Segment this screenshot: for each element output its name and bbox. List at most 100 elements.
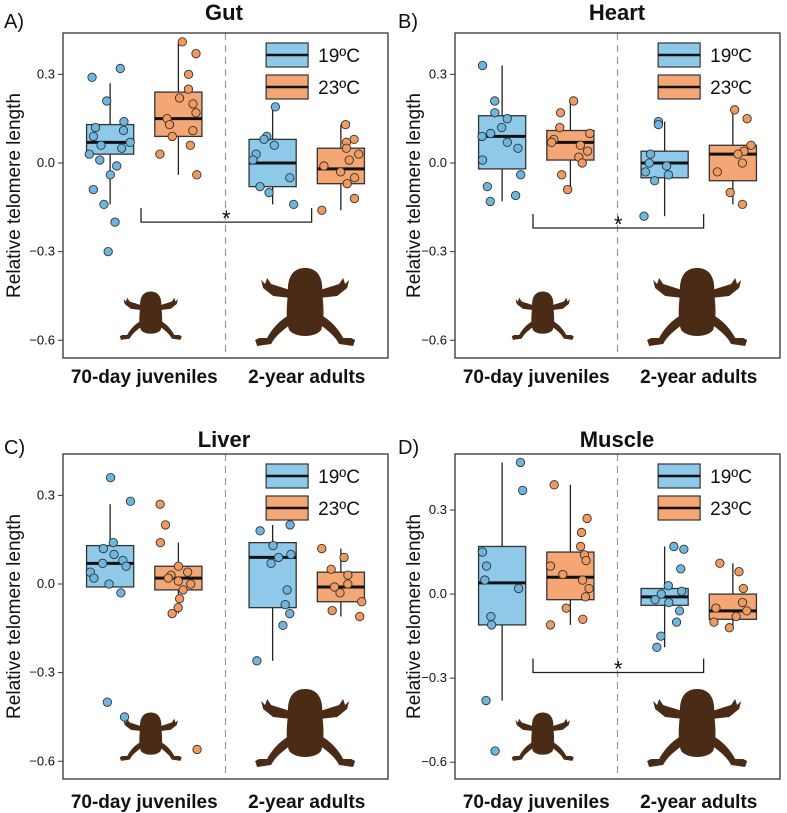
- data-point: [545, 561, 556, 571]
- data-point: [160, 520, 171, 530]
- data-point: [105, 472, 116, 483]
- x-category-label: 2-year adults: [248, 792, 365, 813]
- data-point: [289, 199, 299, 210]
- data-point: [584, 583, 594, 594]
- y-tick-label: 0.3: [429, 502, 447, 517]
- legend-label: 23ºC: [710, 499, 752, 520]
- y-tick-label: −0.3: [421, 244, 447, 259]
- frog-left-arm: [123, 297, 143, 311]
- data-point: [640, 167, 651, 177]
- significance-bracket: *: [532, 657, 705, 682]
- frog-right-leg: [551, 741, 574, 761]
- box-23c-juveniles: [154, 499, 203, 755]
- data-point: [89, 573, 99, 583]
- data-point: [102, 96, 112, 106]
- data-point: [119, 712, 130, 722]
- data-point: [580, 592, 591, 602]
- data-point: [711, 603, 721, 613]
- data-point: [329, 582, 340, 592]
- data-point: [742, 606, 752, 616]
- plot-frame: [62, 32, 389, 359]
- data-point: [278, 620, 288, 631]
- data-point: [270, 102, 281, 112]
- significance-star: *: [614, 657, 623, 682]
- data-point: [354, 149, 364, 159]
- legend-label: 23ºC: [318, 499, 360, 520]
- data-point: [662, 161, 672, 171]
- data-point: [558, 569, 568, 580]
- legend-label: 23ºC: [710, 78, 752, 99]
- frog-right-arm: [551, 297, 571, 311]
- y-tick-label: −0.3: [421, 670, 447, 685]
- data-point: [734, 567, 744, 577]
- data-point: [656, 631, 666, 641]
- data-point: [477, 131, 487, 142]
- data-point: [163, 573, 173, 583]
- data-point: [343, 579, 353, 589]
- y-axis-label: Relative telomere length: [404, 514, 425, 719]
- significance-star: *: [222, 206, 231, 231]
- box-19c-juveniles: [477, 60, 527, 207]
- x-category-label: 70-day juveniles: [71, 367, 218, 388]
- data-point: [186, 579, 196, 589]
- x-category-label: 2-year adults: [640, 367, 757, 388]
- data-point: [545, 620, 556, 630]
- x-category-label: 2-year adults: [248, 367, 365, 388]
- data-point: [485, 196, 495, 207]
- data-point: [652, 642, 662, 652]
- data-point: [339, 552, 349, 563]
- frog-left-leg: [119, 320, 143, 340]
- data-point: [259, 134, 269, 145]
- data-point: [513, 143, 523, 153]
- data-point: [709, 617, 719, 627]
- data-point: [486, 620, 497, 630]
- data-point: [177, 37, 187, 47]
- data-point: [192, 744, 202, 755]
- frog-right-arm: [159, 718, 179, 732]
- data-point: [645, 149, 656, 159]
- data-point: [585, 128, 595, 139]
- frog-left-leg: [511, 741, 535, 761]
- frog-left-arm: [261, 278, 292, 298]
- data-point: [84, 149, 94, 159]
- data-point: [671, 617, 682, 627]
- data-point: [88, 184, 98, 195]
- data-point: [269, 140, 279, 150]
- frog-right-arm: [159, 297, 179, 311]
- data-point: [649, 176, 660, 186]
- frog-body: [531, 291, 555, 334]
- box-23c-juveniles: [154, 37, 203, 180]
- x-category-label: 2-year adults: [640, 792, 757, 813]
- bracket-line: [140, 208, 313, 223]
- data-point: [155, 499, 165, 509]
- data-point: [255, 181, 265, 192]
- data-point: [282, 585, 292, 595]
- legend-label: 19ºC: [318, 467, 360, 488]
- frog-silhouette: [255, 689, 356, 767]
- data-point: [561, 603, 571, 613]
- data-point: [182, 567, 193, 577]
- legend-label: 19ºC: [710, 467, 752, 488]
- panel-gut: Gut A) Relative telomere length −0.6 −0.3 0.0…: [4, 0, 389, 388]
- data-point: [252, 656, 262, 666]
- data-point: [344, 155, 354, 165]
- data-point: [286, 549, 296, 560]
- data-point: [557, 170, 567, 180]
- box-23c-juveniles: [546, 96, 595, 195]
- data-point: [188, 125, 198, 136]
- frog-body: [139, 712, 163, 755]
- y-tick-label: 0.0: [429, 586, 447, 601]
- box-23c-juveniles: [545, 480, 595, 630]
- data-point: [653, 119, 664, 130]
- data-point: [99, 199, 109, 210]
- y-axis-label: Relative telomere length: [4, 514, 25, 719]
- data-point: [513, 583, 524, 594]
- data-point: [729, 105, 740, 115]
- data-point: [103, 246, 113, 257]
- box-23c-adults: [708, 558, 758, 633]
- frog-silhouette: [647, 689, 748, 767]
- y-tick-label: −0.6: [421, 754, 447, 769]
- data-point: [663, 581, 673, 591]
- data-point: [188, 99, 198, 109]
